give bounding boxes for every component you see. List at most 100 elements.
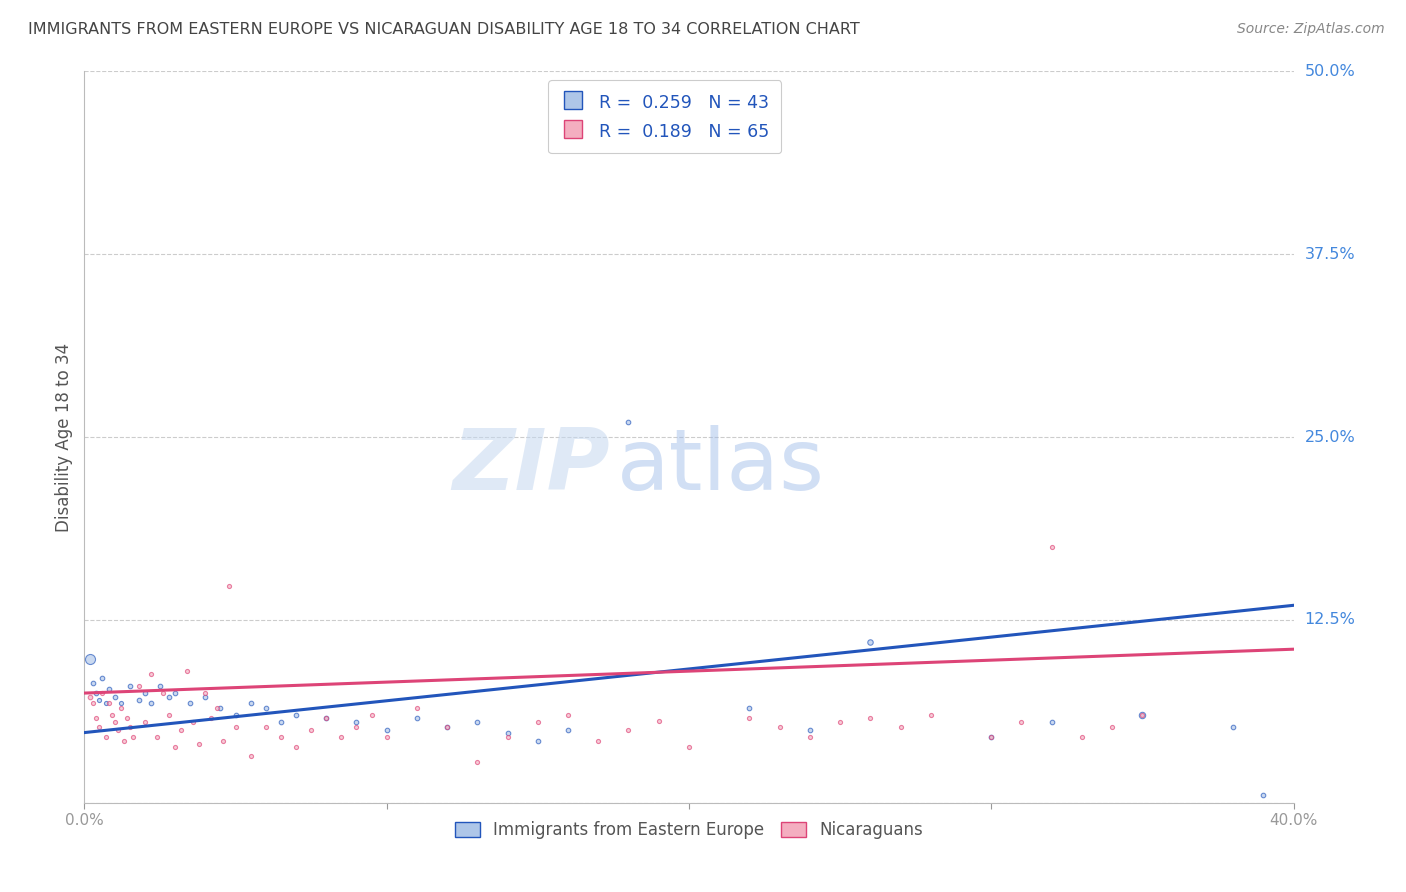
Point <box>436 720 458 734</box>
Point <box>1071 730 1094 744</box>
Point <box>104 715 127 730</box>
Point <box>149 679 172 693</box>
Text: IMMIGRANTS FROM EASTERN EUROPE VS NICARAGUAN DISABILITY AGE 18 TO 34 CORRELATION: IMMIGRANTS FROM EASTERN EUROPE VS NICARA… <box>28 22 860 37</box>
Point <box>1222 720 1244 734</box>
Point <box>375 730 398 744</box>
Point <box>467 715 489 730</box>
Point <box>617 416 640 430</box>
Point <box>104 690 127 705</box>
Point <box>86 711 108 725</box>
Point <box>181 715 204 730</box>
Point <box>285 708 308 723</box>
Point <box>91 672 114 686</box>
Point <box>139 667 162 681</box>
Text: ZIP: ZIP <box>453 425 610 508</box>
Point <box>118 720 141 734</box>
Point <box>91 686 114 700</box>
Point <box>1040 540 1063 554</box>
Point <box>315 711 337 725</box>
Point <box>239 749 262 764</box>
Point <box>207 700 229 714</box>
Point <box>346 715 368 730</box>
Point <box>406 711 429 725</box>
Point <box>315 711 337 725</box>
Point <box>194 686 217 700</box>
Point <box>239 696 262 710</box>
Point <box>128 693 150 707</box>
Point <box>134 686 156 700</box>
Point <box>225 708 247 723</box>
Point <box>134 715 156 730</box>
Point <box>82 696 104 710</box>
Point <box>179 696 201 710</box>
Point <box>94 696 117 710</box>
Point <box>112 734 135 748</box>
Point <box>406 700 429 714</box>
Point <box>139 696 162 710</box>
Point <box>1011 715 1033 730</box>
Point <box>557 708 579 723</box>
Point <box>115 711 138 725</box>
Point <box>82 676 104 690</box>
Legend: Immigrants from Eastern Europe, Nicaraguans: Immigrants from Eastern Europe, Nicaragu… <box>449 814 929 846</box>
Point <box>890 720 912 734</box>
Point <box>188 737 211 751</box>
Text: 50.0%: 50.0% <box>1305 64 1355 78</box>
Point <box>200 711 222 725</box>
Point <box>527 715 550 730</box>
Point <box>107 723 129 737</box>
Point <box>118 679 141 693</box>
Point <box>1130 708 1153 723</box>
Text: Source: ZipAtlas.com: Source: ZipAtlas.com <box>1237 22 1385 37</box>
Point <box>648 714 671 728</box>
Point <box>360 708 382 723</box>
Point <box>1130 708 1153 723</box>
Point <box>209 700 232 714</box>
Point <box>1040 715 1063 730</box>
Point <box>1253 789 1275 803</box>
Point <box>436 720 458 734</box>
Point <box>557 723 579 737</box>
Point <box>769 720 792 734</box>
Point <box>97 696 120 710</box>
Point <box>859 711 882 725</box>
Point <box>588 734 610 748</box>
Point <box>194 690 217 705</box>
Point <box>859 635 882 649</box>
Point <box>165 740 187 755</box>
Point <box>170 723 193 737</box>
Point <box>218 579 240 593</box>
Point <box>830 715 852 730</box>
Point <box>678 740 700 755</box>
Point <box>1101 720 1123 734</box>
Point <box>980 730 1002 744</box>
Text: atlas: atlas <box>616 425 824 508</box>
Point <box>152 686 174 700</box>
Point <box>346 720 368 734</box>
Point <box>738 700 761 714</box>
Point <box>270 730 292 744</box>
Point <box>100 708 122 723</box>
Point <box>285 740 308 755</box>
Point <box>270 715 292 730</box>
Point <box>94 730 117 744</box>
Point <box>617 723 640 737</box>
Point <box>110 700 132 714</box>
Point <box>375 723 398 737</box>
Point <box>212 734 235 748</box>
Point <box>110 696 132 710</box>
Point <box>97 681 120 696</box>
Point <box>527 734 550 748</box>
Point <box>467 755 489 769</box>
Point <box>89 693 111 707</box>
Point <box>176 664 198 678</box>
Point <box>89 720 111 734</box>
Point <box>254 720 277 734</box>
Point <box>157 690 180 705</box>
Point <box>496 730 519 744</box>
Point <box>157 708 180 723</box>
Point <box>299 723 322 737</box>
Point <box>330 730 353 744</box>
Point <box>496 725 519 739</box>
Point <box>799 730 821 744</box>
